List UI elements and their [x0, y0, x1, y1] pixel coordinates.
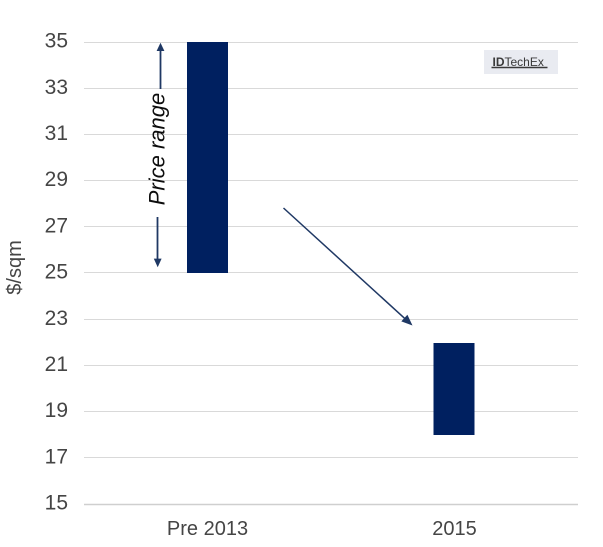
svg-text:25: 25 [45, 261, 68, 284]
svg-text:Pre 2013: Pre 2013 [167, 518, 248, 540]
svg-text:31: 31 [45, 122, 68, 145]
svg-text:17: 17 [45, 445, 68, 468]
svg-text:$/sqm: $/sqm [4, 240, 26, 294]
svg-text:15: 15 [45, 492, 68, 515]
svg-text:35: 35 [45, 30, 68, 53]
svg-text:IDTechEx: IDTechEx [493, 55, 544, 69]
svg-text:29: 29 [45, 168, 68, 191]
svg-text:21: 21 [45, 353, 68, 376]
svg-text:27: 27 [45, 214, 68, 237]
svg-text:Price range: Price range [145, 93, 170, 206]
svg-text:2015: 2015 [432, 518, 477, 540]
svg-text:19: 19 [45, 399, 68, 422]
svg-text:23: 23 [45, 307, 68, 330]
svg-text:33: 33 [45, 76, 68, 99]
